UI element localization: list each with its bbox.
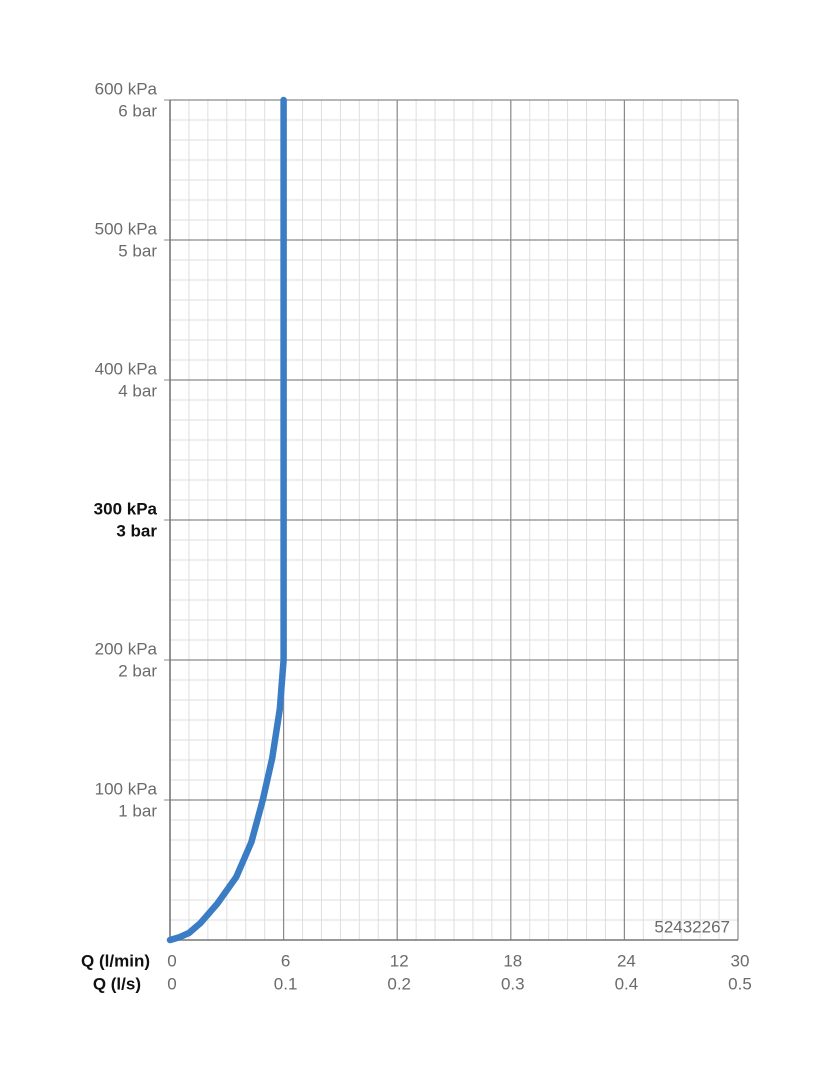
y-tick-bar-label: 4 bar [118, 381, 157, 400]
line-series [166, 96, 287, 944]
x2-axis-label: Q (l/s) [93, 974, 141, 993]
x-tick-label: 18 [503, 951, 522, 970]
x2-tick-label: 0.1 [274, 974, 298, 993]
x-tick-label: 0 [167, 951, 176, 970]
y-tick-bar-label: 5 bar [118, 241, 157, 260]
x2-tick-label: 0.3 [501, 974, 525, 993]
x2-tick-label: 0.2 [387, 974, 411, 993]
y-tick-bar-label: 6 bar [118, 101, 157, 120]
x2-tick-label: 0.4 [615, 974, 639, 993]
annotation: 52432267 [654, 917, 730, 936]
y-tick-label: 200 kPa [95, 639, 158, 658]
x-tick-label: 6 [281, 951, 290, 970]
x2-tick-label: 0.5 [728, 974, 752, 993]
x-tick-label: 24 [617, 951, 636, 970]
x-tick-label: 30 [731, 951, 750, 970]
y-tick-label: 400 kPa [95, 359, 158, 378]
x-axis-label: Q (l/min) [81, 951, 150, 970]
x-tick-label: 12 [390, 951, 409, 970]
y-tick-label: 600 kPa [95, 79, 158, 98]
y-tick-bar-label: 2 bar [118, 661, 157, 680]
y-tick-bar-label: 1 bar [118, 801, 157, 820]
y-tick-label: 500 kPa [95, 219, 158, 238]
x2-tick-label: 0 [167, 974, 176, 993]
y-tick-bar-label: 3 bar [116, 521, 157, 540]
y-tick-label: 100 kPa [95, 779, 158, 798]
y-tick-label: 300 kPa [94, 499, 158, 518]
